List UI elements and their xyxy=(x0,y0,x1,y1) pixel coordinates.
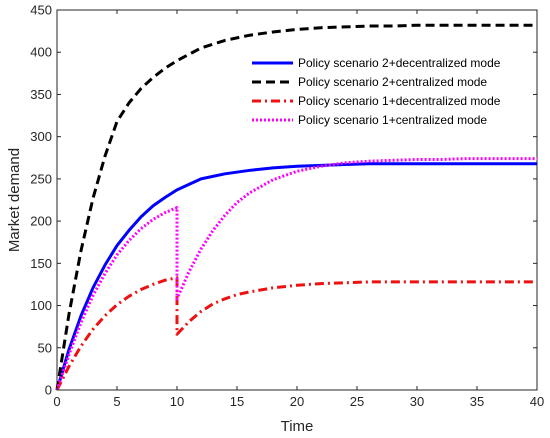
x-tick-label: 35 xyxy=(470,394,484,409)
series-line-4 xyxy=(55,157,537,391)
y-tick-label: 450 xyxy=(30,3,52,18)
y-axis: 0 50 100 150 200 250 300 350 400 450 xyxy=(30,3,537,398)
series-line-3 xyxy=(55,276,537,391)
legend-label-3: Policy scenario 1+decentralized mode xyxy=(298,94,501,108)
x-tick-label: 40 xyxy=(530,394,544,409)
x-axis-title: Time xyxy=(281,418,314,435)
legend-label-1: Policy scenario 2+decentralized mode xyxy=(298,56,501,70)
x-tick-label: 20 xyxy=(290,394,304,409)
y-tick-label: 150 xyxy=(30,256,52,271)
y-tick-label: 200 xyxy=(30,214,52,229)
series-line-1 xyxy=(55,162,537,391)
x-tick-label: 15 xyxy=(230,394,244,409)
x-tick-label: 30 xyxy=(410,394,424,409)
y-tick-label: 100 xyxy=(30,298,52,313)
legend-label-2: Policy scenario 2+centralized mode xyxy=(298,75,487,89)
y-tick-label: 400 xyxy=(30,45,52,60)
y-tick-label: 50 xyxy=(38,340,52,355)
x-axis: 0 5 10 15 20 25 30 35 40 xyxy=(53,10,544,409)
series-lines xyxy=(55,23,537,391)
y-tick-label: 250 xyxy=(30,171,52,186)
series-line-2 xyxy=(55,23,537,391)
y-tick-label: 350 xyxy=(30,87,52,102)
y-axis-title: Market demand xyxy=(6,148,23,252)
x-tick-label: 5 xyxy=(113,394,120,409)
y-tick-label: 300 xyxy=(30,129,52,144)
legend: Policy scenario 2+decentralized mode Poli… xyxy=(252,56,501,127)
x-tick-label: 10 xyxy=(170,394,184,409)
x-tick-label: 0 xyxy=(53,394,60,409)
y-tick-label: 0 xyxy=(45,383,52,398)
legend-label-4: Policy scenario 1+centralized mode xyxy=(298,113,487,127)
x-tick-label: 25 xyxy=(350,394,364,409)
